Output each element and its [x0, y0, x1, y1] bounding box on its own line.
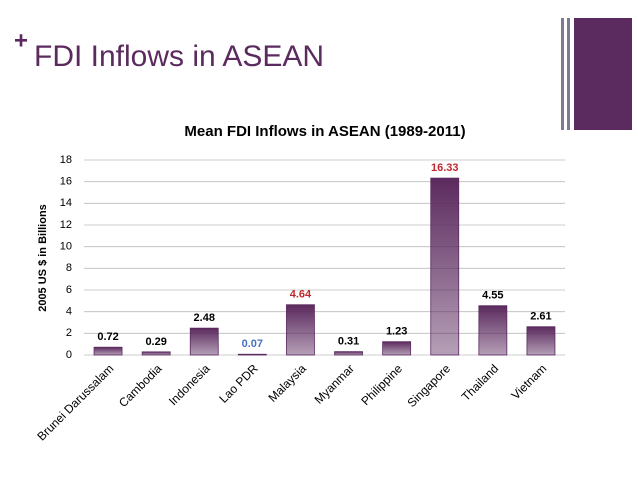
- bar: [430, 177, 460, 356]
- y-tick-label: 14: [60, 197, 72, 209]
- data-label: 4.55: [482, 290, 503, 302]
- y-tick-label: 18: [60, 154, 72, 166]
- x-tick-label: Brunei Darussalam: [34, 361, 116, 443]
- x-tick-label: Singapore: [405, 361, 454, 410]
- data-label: 0.29: [145, 336, 166, 348]
- y-tick-label: 2: [66, 327, 72, 339]
- y-tick-label: 10: [60, 241, 72, 253]
- x-tick-label: Lao PDR: [216, 361, 261, 406]
- bar: [141, 351, 171, 356]
- x-tick-label: Vietnam: [508, 361, 549, 402]
- bar: [382, 341, 412, 356]
- bar: [237, 353, 267, 356]
- y-tick-label: 0: [66, 349, 72, 361]
- y-tick-label: 16: [60, 176, 72, 188]
- bar: [478, 305, 508, 356]
- slide-title: FDI Inflows in ASEAN: [34, 40, 324, 73]
- y-tick-label: 8: [66, 262, 72, 274]
- bar: [189, 327, 219, 356]
- decor-bar: [567, 18, 570, 130]
- bar: [526, 326, 556, 356]
- x-tick-label: Myanmar: [312, 361, 357, 406]
- decor-bar: [561, 18, 564, 130]
- data-label: 0.72: [97, 331, 118, 343]
- data-label: 2.48: [194, 312, 215, 324]
- slide-marker: +: [14, 27, 28, 54]
- x-tick-label: Cambodia: [116, 361, 165, 410]
- y-tick-label: 12: [60, 219, 72, 231]
- data-label: 0.07: [242, 338, 263, 350]
- data-label: 16.33: [431, 162, 459, 174]
- x-tick-label: Thailand: [459, 361, 501, 403]
- x-tick-label: Indonesia: [166, 361, 213, 408]
- data-label: 1.23: [386, 326, 407, 338]
- data-label: 2.61: [530, 311, 551, 323]
- data-label: 0.31: [338, 336, 359, 348]
- y-axis-label: 2005 US $ in Billions: [37, 204, 49, 312]
- bar: [286, 304, 315, 356]
- x-tick-label: Malaysia: [265, 361, 309, 405]
- bar: [334, 351, 363, 356]
- data-label: 4.64: [290, 289, 312, 301]
- chart-title: Mean FDI Inflows in ASEAN (1989-2011): [184, 123, 465, 140]
- y-tick-label: 6: [66, 284, 72, 296]
- bar: [93, 346, 123, 356]
- decor-block: [574, 18, 632, 130]
- y-tick-label: 4: [66, 306, 72, 318]
- x-tick-label: Philippine: [358, 361, 405, 408]
